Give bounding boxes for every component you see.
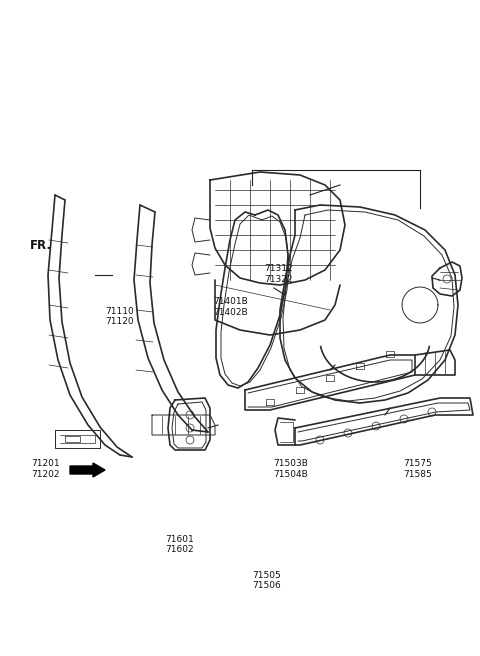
FancyArrow shape (70, 463, 105, 477)
Text: 71505
71506: 71505 71506 (252, 571, 281, 590)
Text: FR.: FR. (30, 239, 52, 253)
Text: 71503B
71504B: 71503B 71504B (274, 459, 309, 479)
Text: 71201
71202: 71201 71202 (31, 459, 60, 479)
Text: 71312
71322: 71312 71322 (264, 264, 293, 284)
Text: 71401B
71402B: 71401B 71402B (214, 297, 248, 317)
Text: 71110
71120: 71110 71120 (106, 307, 134, 327)
Text: 71601
71602: 71601 71602 (166, 535, 194, 554)
Text: 71575
71585: 71575 71585 (403, 459, 432, 479)
